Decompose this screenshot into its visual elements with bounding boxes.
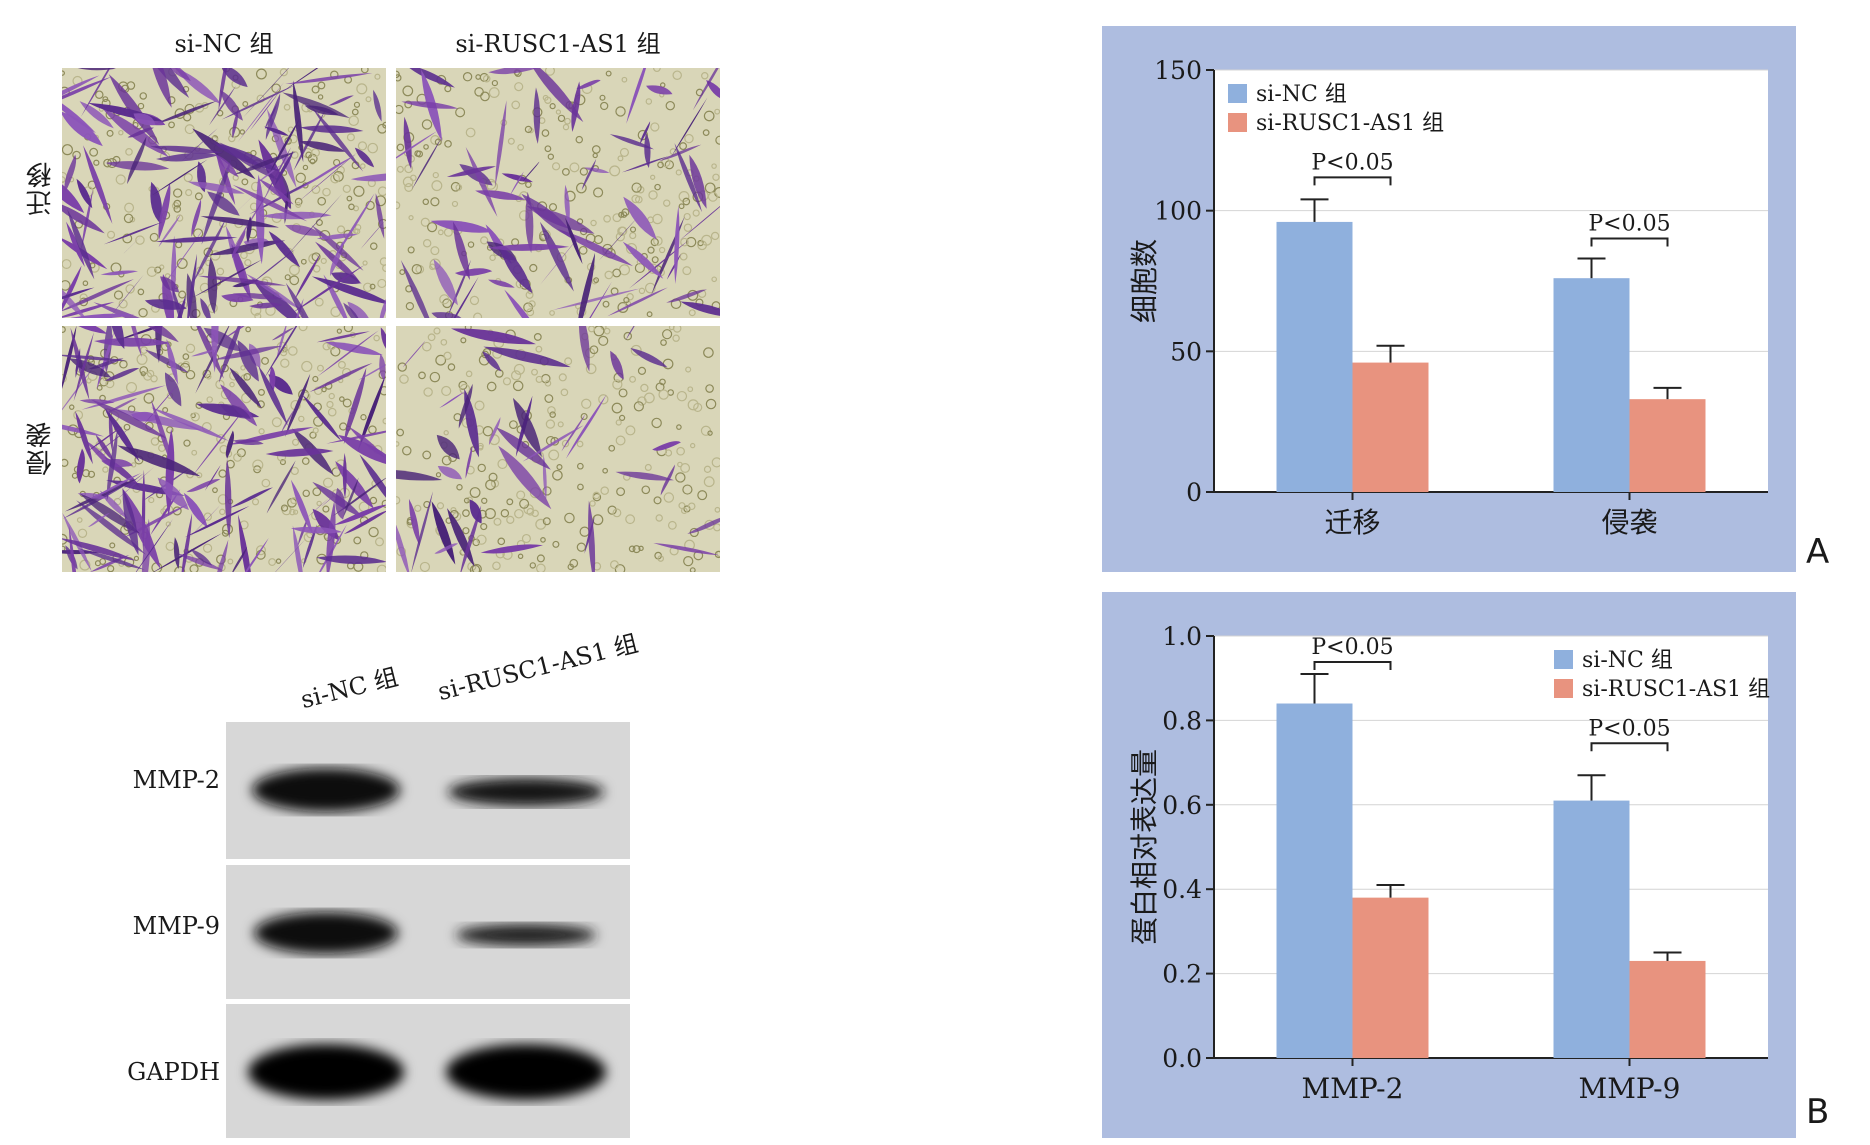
legend-swatch bbox=[1554, 679, 1573, 698]
y-tick-label: 0.8 bbox=[1162, 706, 1202, 735]
significance-label: P<0.05 bbox=[1588, 211, 1670, 236]
x-tick-label: MMP-2 bbox=[1302, 1072, 1404, 1105]
legend-label: si-RUSC1-AS1 组 bbox=[1256, 111, 1444, 136]
micrograph-si-rusc1-invasion bbox=[396, 326, 720, 572]
x-tick-label: 侵袭 bbox=[1601, 506, 1657, 539]
legend-label: si-NC 组 bbox=[1256, 82, 1347, 107]
significance-label: P<0.05 bbox=[1311, 635, 1393, 660]
bar-si-nc bbox=[1276, 703, 1353, 1058]
blot-col-label-si-nc: si-NC 组 bbox=[297, 662, 401, 715]
y-axis-label: 细胞数 bbox=[1128, 239, 1161, 323]
blot-col-label-si-rusc1: si-RUSC1-AS1 组 bbox=[434, 629, 641, 707]
y-tick-label: 50 bbox=[1170, 337, 1202, 366]
panel-letter-b: B bbox=[1806, 1092, 1830, 1132]
blot-panel-gapdh bbox=[226, 1004, 630, 1138]
legend-swatch bbox=[1554, 650, 1573, 669]
y-tick-label: 1.0 bbox=[1162, 622, 1202, 651]
micrograph-si-rusc1-migration bbox=[396, 68, 720, 318]
chart-b: 0.0 0.2 0.4 0.6 0.8 1.0 蛋白相对表达量 MMP-2 P<0.05 MMP-… bbox=[1128, 622, 1770, 1105]
bar-si-rusc1 bbox=[1629, 960, 1706, 1058]
bar-si-nc bbox=[1276, 221, 1353, 493]
legend-swatch bbox=[1228, 113, 1247, 132]
legend-label: si-NC 组 bbox=[1582, 648, 1673, 673]
micro-col-label-si-nc: si-NC 组 bbox=[174, 30, 274, 58]
blot-band bbox=[456, 924, 596, 946]
y-tick-label: 0.4 bbox=[1162, 875, 1202, 904]
blot-band bbox=[252, 768, 400, 812]
y-tick-label: 0 bbox=[1186, 478, 1202, 507]
y-tick-label: 0.6 bbox=[1162, 791, 1202, 820]
bar-si-rusc1 bbox=[1629, 399, 1706, 492]
micrograph-si-nc-invasion bbox=[62, 326, 386, 572]
legend-label: si-RUSC1-AS1 组 bbox=[1582, 677, 1770, 702]
blot-band bbox=[448, 778, 604, 806]
panel-letter-a: A bbox=[1806, 532, 1830, 572]
micro-col-label-si-rusc1: si-RUSC1-AS1 组 bbox=[455, 30, 661, 58]
chart-a-frame: 0 50 100 150 细胞数迁移 P<0.05 侵袭 P<0.05 si-NC 组 si-RU… bbox=[1102, 26, 1796, 572]
significance-bracket bbox=[1590, 237, 1669, 247]
y-tick-label: 0.2 bbox=[1162, 960, 1202, 989]
y-tick-label: 100 bbox=[1154, 197, 1202, 226]
blot-panel-mmp9 bbox=[226, 865, 630, 999]
bar-si-rusc1 bbox=[1352, 897, 1429, 1058]
significance-bracket bbox=[1590, 742, 1669, 752]
blot-band bbox=[248, 1044, 404, 1100]
blot-band bbox=[254, 912, 398, 954]
blot-row-label-mmp9: MMP-9 bbox=[132, 912, 220, 940]
bar-si-nc bbox=[1553, 800, 1630, 1058]
blot-row-label-gapdh: GAPDH bbox=[127, 1058, 220, 1086]
legend-swatch bbox=[1228, 84, 1247, 103]
x-tick-label: 迁移 bbox=[1324, 506, 1380, 539]
bar-si-nc bbox=[1553, 278, 1630, 492]
significance-bracket bbox=[1313, 176, 1392, 186]
bar-si-rusc1 bbox=[1352, 362, 1429, 492]
chart-b-frame: 0.0 0.2 0.4 0.6 0.8 1.0 蛋白相对表达量 MMP-2 P<0.05 MMP-… bbox=[1102, 592, 1796, 1138]
significance-bracket bbox=[1313, 660, 1392, 670]
micrograph-si-nc-migration bbox=[62, 68, 386, 318]
micro-row-label-migration: 迁移 bbox=[26, 160, 56, 216]
y-axis-label: 蛋白相对表达量 bbox=[1128, 749, 1161, 945]
blot-band bbox=[446, 1044, 606, 1100]
y-tick-label: 150 bbox=[1154, 56, 1202, 85]
blot-row-label-mmp2: MMP-2 bbox=[132, 766, 220, 794]
significance-label: P<0.05 bbox=[1311, 150, 1393, 175]
micro-row-label-invasion: 侵袭 bbox=[26, 420, 56, 476]
x-tick-label: MMP-9 bbox=[1579, 1072, 1681, 1105]
y-tick-label: 0.0 bbox=[1162, 1044, 1202, 1073]
significance-label: P<0.05 bbox=[1588, 716, 1670, 741]
blot-panel-mmp2 bbox=[226, 722, 630, 859]
